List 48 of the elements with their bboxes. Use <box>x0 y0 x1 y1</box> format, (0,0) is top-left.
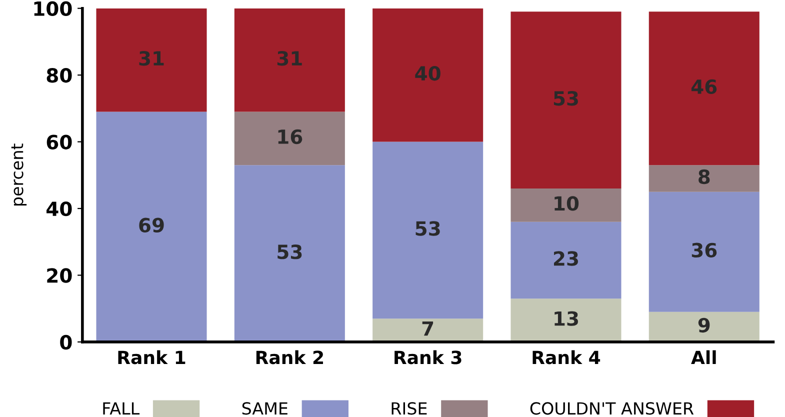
data-label: 16 <box>278 129 302 144</box>
bar <box>510 222 622 299</box>
bar <box>234 165 345 342</box>
bar <box>234 112 345 166</box>
y-tick-label: 20 <box>47 268 72 283</box>
bar <box>372 8 484 142</box>
bar <box>648 312 760 342</box>
data-label: 69 <box>139 218 164 232</box>
x-tick-label: Rank 1 <box>118 350 186 364</box>
data-label: 7 <box>422 321 434 336</box>
bar <box>372 318 484 342</box>
bar <box>96 8 207 112</box>
bar <box>96 112 207 342</box>
bar <box>510 188 622 222</box>
data-label: 40 <box>415 66 440 81</box>
data-label: 53 <box>278 244 302 260</box>
bar <box>510 298 622 342</box>
legend-label: RISE <box>392 402 427 415</box>
bar <box>510 12 622 188</box>
y-tick-label: 40 <box>46 201 72 216</box>
bar <box>648 192 760 312</box>
data-label: 31 <box>277 50 302 66</box>
data-label: 46 <box>691 79 717 94</box>
x-tick-label: Rank 4 <box>532 350 600 364</box>
x-tick-label: All <box>691 350 716 364</box>
bar <box>372 142 484 319</box>
data-label: 36 <box>692 242 717 258</box>
data-label: 8 <box>698 169 710 184</box>
data-label: 53 <box>554 91 578 106</box>
y-tick-label: 60 <box>46 134 72 150</box>
legend-label: FALL <box>103 402 140 414</box>
x-tick-label: Rank 2 <box>256 350 323 364</box>
y-tick-label: 100 <box>34 1 72 16</box>
data-label: 13 <box>554 311 578 326</box>
data-label: 53 <box>416 221 440 236</box>
bar <box>648 165 760 192</box>
y-tick-label: 0 <box>60 334 72 350</box>
y-tick-label: 80 <box>46 68 72 83</box>
bar <box>648 12 760 166</box>
y-axis-title: percent <box>11 144 27 206</box>
bar <box>234 8 345 112</box>
data-label: 31 <box>139 50 164 66</box>
legend-label: SAME <box>242 402 288 415</box>
data-label: 10 <box>554 196 579 211</box>
legend-label: COULDN'T ANSWER <box>530 402 694 415</box>
data-label: 9 <box>698 318 710 333</box>
x-tick-label: Rank 3 <box>394 350 462 364</box>
data-label: 23 <box>554 251 578 266</box>
